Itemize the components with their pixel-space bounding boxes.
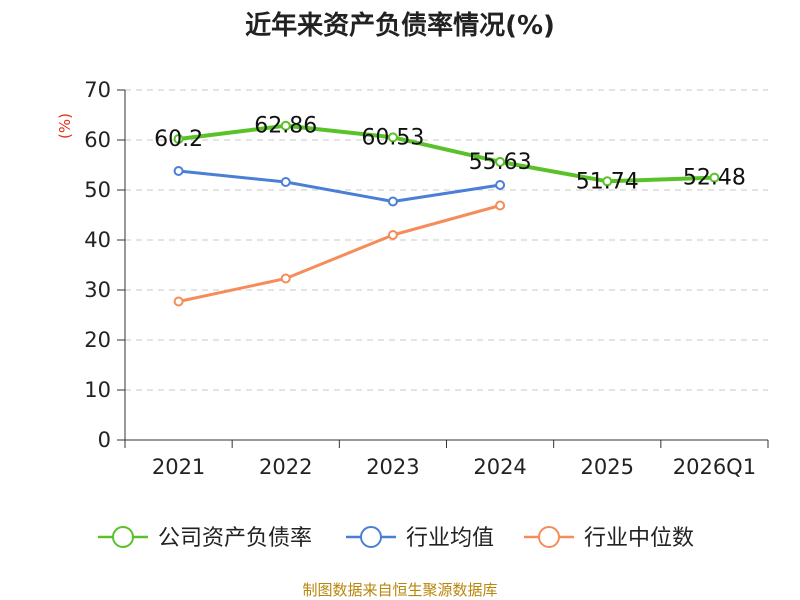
x-tick-label: 2023 <box>366 455 419 479</box>
y-tick-label: 20 <box>84 328 111 352</box>
x-tick-label: 2026Q1 <box>673 455 756 479</box>
data-point <box>709 172 720 183</box>
data-label: 60.53 <box>361 125 424 150</box>
data-point <box>173 296 184 307</box>
data-point <box>387 132 398 143</box>
grid-lines <box>125 89 768 391</box>
data-point <box>387 196 398 207</box>
chart-title: 近年来资产负债率情况(%) <box>245 10 555 41</box>
y-tick-label: 60 <box>84 128 111 152</box>
series-line <box>177 204 502 303</box>
x-tick-label: 2021 <box>152 455 205 479</box>
y-tick-label: 30 <box>84 278 111 302</box>
legend-label: 行业中位数 <box>584 526 694 551</box>
data-point <box>387 230 398 240</box>
y-tick-label: 0 <box>98 428 111 452</box>
x-tick-label: 2025 <box>581 455 634 479</box>
data-point <box>280 120 291 131</box>
series-line <box>177 169 502 203</box>
data-point <box>602 176 613 187</box>
y-tick-label: 70 <box>84 78 111 102</box>
data-point <box>280 177 291 187</box>
data-point <box>495 200 506 211</box>
data-point <box>495 180 506 190</box>
axes: 0 10 20 30 40 50 60 70 2021 2022 2023 2024 2025 2026Q… <box>84 78 769 479</box>
y-tick-label: 50 <box>84 178 111 202</box>
legend-marker <box>538 526 560 548</box>
data-point <box>173 166 184 176</box>
series-lines <box>173 120 720 307</box>
data-label: 62.86 <box>254 114 317 139</box>
data-point <box>280 273 291 284</box>
data-point <box>173 134 184 144</box>
y-axis-label: (%) <box>56 113 74 139</box>
data-label: 51.74 <box>576 169 639 194</box>
data-label: 52.48 <box>683 166 746 191</box>
legend-label: 行业均值 <box>406 526 494 551</box>
y-tick-label: 40 <box>84 228 111 252</box>
data-labels: 60.2 62.86 60.53 55.63 51.74 52.48 <box>154 114 746 195</box>
source-note: 制图数据来自恒生聚源数据库 <box>302 581 497 599</box>
legend-marker <box>360 526 382 548</box>
data-label: 55.63 <box>469 150 532 175</box>
data-label: 60.2 <box>154 127 203 152</box>
legend-marker <box>112 526 134 548</box>
series-line <box>176 123 717 184</box>
legend-label: 公司资产负债率 <box>158 526 312 551</box>
x-tick-label: 2022 <box>259 455 312 479</box>
legend: 公司资产负债率 行业均值 行业中位数 <box>98 526 694 551</box>
x-tick-label: 2024 <box>473 455 526 479</box>
y-tick-label: 10 <box>84 378 111 402</box>
data-point <box>495 156 506 167</box>
